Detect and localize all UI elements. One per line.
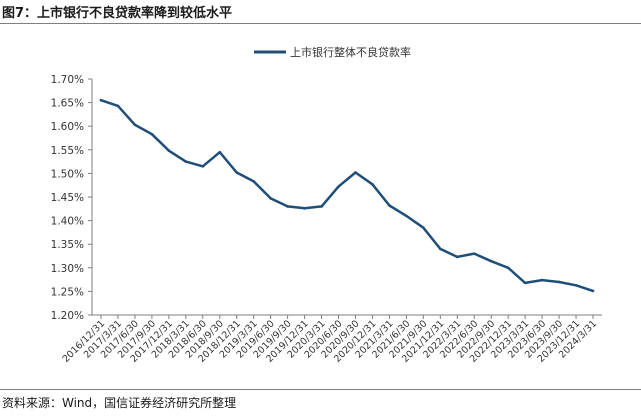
series-layer	[99, 98, 595, 293]
data-point	[184, 160, 188, 163]
data-point	[303, 207, 306, 210]
figure-title: 图7：上市银行不良贷款率降到较低水平	[2, 6, 233, 21]
x-axis-ticks: 2016/12/312017/3/312017/6/302017/9/30201…	[61, 315, 599, 365]
legend: 上市银行整体不良贷款率	[254, 45, 411, 59]
data-point	[506, 266, 510, 270]
data-point	[150, 132, 154, 136]
y-tick-label: 1.20%	[51, 310, 84, 322]
y-tick-label: 1.70%	[51, 74, 84, 86]
data-point	[201, 165, 205, 168]
series-line	[99, 98, 595, 293]
data-point	[523, 281, 527, 285]
data-point	[320, 205, 323, 208]
y-tick-label: 1.50%	[51, 168, 84, 180]
y-tick-label: 1.65%	[51, 98, 84, 110]
data-point	[337, 185, 340, 188]
y-axis-ticks: 1.20% 1.25% 1.30% 1.35% 1.40% 1.45% 1.50% 1.55%…	[51, 74, 92, 322]
legend-label: 上市银行整体不良贷款率	[290, 45, 411, 59]
y-tick-label: 1.30%	[51, 263, 84, 275]
data-point	[405, 214, 408, 218]
y-tick-label: 1.45%	[51, 192, 84, 204]
source-note: 资料来源：Wind，国信证券经济研究所整理	[2, 396, 237, 410]
data-point	[540, 278, 544, 282]
y-tick-label: 1.35%	[51, 239, 84, 251]
data-point	[455, 255, 459, 259]
top-rule	[0, 23, 641, 24]
data-point	[286, 205, 289, 208]
y-tick-label: 1.55%	[51, 145, 84, 157]
data-point	[371, 182, 374, 186]
data-point	[472, 252, 476, 255]
bottom-rule	[0, 389, 641, 390]
data-point	[489, 259, 493, 263]
data-point	[439, 247, 442, 251]
data-point	[235, 171, 239, 174]
data-point	[252, 180, 255, 183]
y-tick-label: 1.25%	[51, 286, 84, 298]
y-tick-label: 1.60%	[51, 121, 84, 133]
data-point	[269, 197, 272, 200]
data-point	[591, 289, 595, 293]
data-point	[354, 171, 357, 174]
data-point	[167, 149, 171, 153]
data-point	[218, 150, 222, 154]
data-point	[99, 98, 103, 102]
data-point	[116, 104, 120, 108]
axes	[91, 79, 602, 316]
data-point	[574, 283, 578, 287]
y-tick-label: 1.40%	[51, 216, 84, 228]
data-point	[388, 204, 391, 207]
data-point	[557, 280, 561, 284]
data-point	[422, 226, 425, 229]
data-point	[133, 123, 137, 127]
